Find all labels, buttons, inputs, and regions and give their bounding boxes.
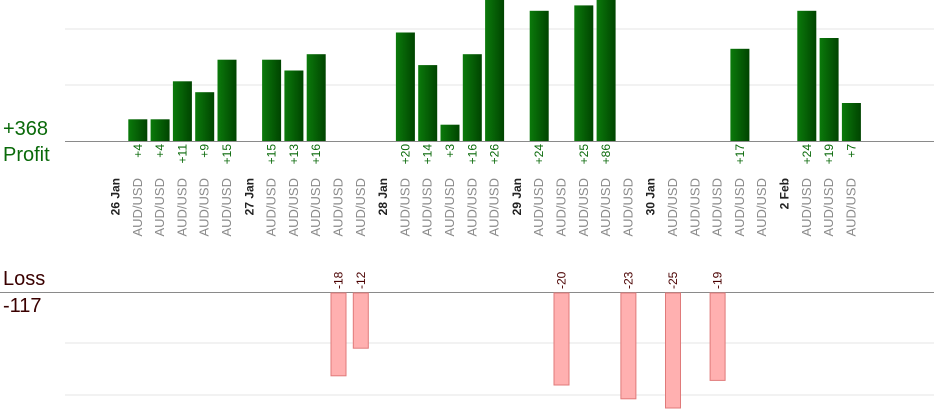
pair-label: AUD/USD [710,178,725,237]
pair-label: AUD/USD [576,178,591,237]
pair-label: AUD/USD [732,178,747,237]
date-label: 28 Jan [376,178,390,215]
pair-label: AUD/USD [487,178,502,237]
date-label: 26 Jan [109,178,123,215]
pair-label: AUD/USD [799,178,814,237]
pair-label: AUD/USD [843,178,858,237]
profit-bar[interactable] [574,5,594,142]
profit-value-label: +16 [309,144,323,165]
loss-bar[interactable] [665,292,681,409]
pair-label: AUD/USD [331,178,346,237]
loss-value-label: -12 [354,271,368,289]
profit-bar[interactable] [730,48,750,141]
profit-value-label: +15 [265,144,279,165]
profit-bar[interactable] [418,65,438,141]
date-label: 2 Feb [778,178,792,209]
pair-label: AUD/USD [821,178,836,237]
loss-total: -117 [3,295,42,317]
pair-label: AUD/USD [754,178,769,237]
loss-bar[interactable] [709,292,726,381]
profit-bar[interactable] [819,38,839,141]
category-labels: 26 Jan AUD/USD AUD/USD AUD/USD AUD/USD AUD/US… [109,178,859,237]
profit-bar[interactable] [306,54,326,142]
profit-value-label: +19 [822,144,836,165]
profit-bar[interactable] [172,81,192,141]
pair-label: AUD/USD [197,178,212,237]
loss-value-label: -25 [666,271,680,289]
pair-label: AUD/USD [442,178,457,237]
loss-value-label: -20 [555,271,569,289]
profit-title: Profit [3,144,50,166]
pair-label: AUD/USD [353,178,368,237]
date-label: 29 Jan [510,178,524,215]
pair-label: AUD/USD [665,178,680,237]
profit-value-label: +16 [465,144,479,165]
pair-label: AUD/USD [264,178,279,237]
axis-lines [0,141,934,293]
profit-bar[interactable] [462,54,482,142]
profit-value-label: +14 [421,144,435,165]
profit-value-label: +25 [577,144,591,165]
loss-bar[interactable] [352,292,369,349]
profit-value-label: +4 [131,144,145,158]
pair-label: AUD/USD [174,178,189,237]
loss-value-label: -23 [621,271,635,289]
loss-bar[interactable] [553,292,570,386]
date-label: 30 Jan [644,178,658,215]
profit-bars [128,0,861,142]
profit-value-label: +15 [220,144,234,165]
pair-label: AUD/USD [219,178,234,237]
loss-value-label: -18 [332,271,346,289]
profit-value-label: +4 [153,144,167,158]
pair-label: AUD/USD [130,178,145,237]
pair-label: AUD/USD [620,178,635,237]
pair-label: AUD/USD [420,178,435,237]
value-labels: +4 +4 +11 +9 +15 +15 +13 +16 -18 -12 +20 +14 +3 +16 +2… [131,144,859,289]
pair-label: AUD/USD [397,178,412,237]
profit-bar[interactable] [262,59,282,142]
loss-bars [330,292,726,409]
loss-title: Loss [3,268,46,290]
pair-label: AUD/USD [308,178,323,237]
pair-label: AUD/USD [286,178,301,237]
date-label: 27 Jan [242,178,256,215]
loss-bar[interactable] [620,292,637,400]
profit-bar[interactable] [128,119,148,141]
profit-bar[interactable] [284,70,304,142]
pair-label: AUD/USD [687,178,702,237]
profit-bar[interactable] [195,92,215,141]
profit-value-label: +11 [175,144,189,164]
profit-value-label: +86 [599,144,613,165]
profit-value-label: +7 [844,144,858,158]
profit-value-label: +24 [800,144,814,165]
profit-value-label: +24 [532,144,546,165]
profit-bar[interactable] [217,59,237,142]
profit-value-label: +9 [198,144,212,158]
profit-total: +368 [3,118,49,140]
profit-bar[interactable] [529,10,549,141]
pair-label: AUD/USD [152,178,167,237]
profit-bar[interactable] [485,0,505,141]
profit-value-label: +17 [733,144,747,165]
profit-bar[interactable] [150,119,170,141]
pair-label: AUD/USD [464,178,479,237]
profit-bar[interactable] [841,103,861,141]
profit-value-label: +3 [443,144,457,158]
pair-label: AUD/USD [554,178,569,237]
profit-value-label: +13 [287,144,301,165]
profit-value-label: +26 [488,144,502,165]
profit-bar[interactable] [596,0,616,141]
pair-label: AUD/USD [598,178,613,237]
profit-bar[interactable] [797,10,817,141]
profit-bar[interactable] [440,124,460,141]
loss-value-label: -19 [711,271,725,289]
pair-label: AUD/USD [531,178,546,237]
profit-value-label: +20 [398,144,412,165]
loss-bar[interactable] [330,292,347,377]
profit-bar[interactable] [395,32,415,142]
